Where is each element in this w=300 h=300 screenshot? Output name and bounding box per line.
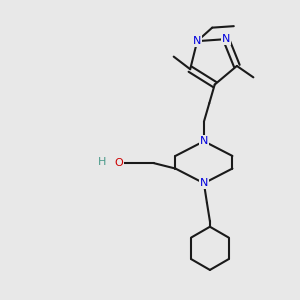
Text: N: N	[222, 34, 230, 44]
Text: N: N	[200, 136, 208, 146]
Text: O: O	[114, 158, 123, 168]
Text: H: H	[98, 157, 106, 166]
Text: N: N	[193, 36, 201, 46]
Text: N: N	[200, 178, 208, 188]
